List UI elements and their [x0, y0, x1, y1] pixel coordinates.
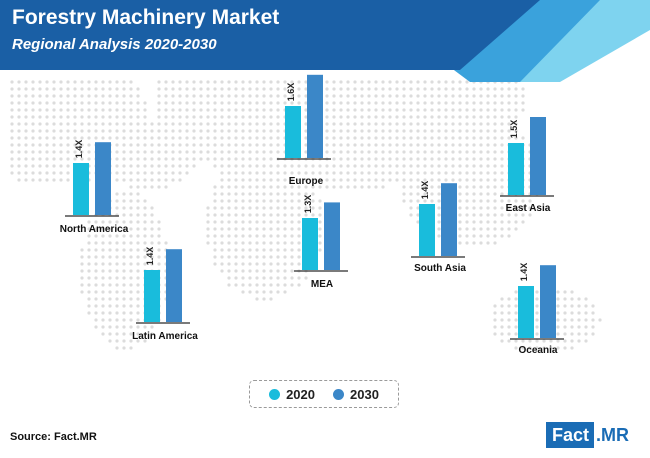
region-label-latin-america: Latin America: [132, 331, 198, 342]
bar-2030-mea: [324, 202, 340, 270]
growth-label-oceania: 1.4X: [519, 263, 529, 282]
brand-logo: Fact .MR: [546, 422, 629, 448]
bar-2030-oceania: [540, 265, 556, 338]
region-label-oceania: Oceania: [519, 345, 558, 356]
legend-item-2030: 2030: [333, 387, 379, 402]
chart-title: Forestry Machinery Market: [12, 6, 280, 29]
region-label-europe: Europe: [289, 176, 324, 187]
legend-item-2020: 2020: [269, 387, 315, 402]
growth-label-north-america: 1.4X: [74, 140, 84, 159]
bar-2020-europe: [285, 106, 301, 158]
bar-2020-north-america: [73, 163, 89, 215]
bar-2020-mea: [302, 218, 318, 270]
legend-swatch-2030: [333, 388, 344, 400]
bar-2030-south-asia: [441, 183, 457, 256]
header-banner: [0, 0, 540, 70]
region-chart-latin-america: 1.4X Latin America: [132, 247, 198, 342]
legend: 2020 2030: [249, 380, 399, 408]
bar-2020-south-asia: [419, 204, 435, 256]
region-chart-mea: 1.3X MEA: [294, 195, 348, 290]
growth-label-europe: 1.6X: [286, 83, 296, 102]
bar-2030-europe: [307, 74, 323, 158]
region-chart-south-asia: 1.4X South Asia: [411, 181, 466, 274]
region-chart-north-america: 1.4X North America: [60, 140, 129, 235]
growth-label-mea: 1.3X: [303, 195, 313, 214]
logo-fact: Fact: [546, 422, 595, 448]
region-label-east-asia: East Asia: [506, 203, 551, 214]
region-label-mea: MEA: [311, 279, 333, 290]
region-label-north-america: North America: [60, 224, 129, 235]
bar-2020-oceania: [518, 286, 534, 338]
legend-label-2020: 2020: [286, 386, 315, 402]
logo-mr: .MR: [596, 425, 630, 445]
world-map-dots: [10, 80, 602, 350]
region-chart-oceania: 1.4X Oceania: [510, 263, 564, 356]
regional-bar-charts: 1.4X North America 1.6X Europe 1.4X Latin Ame…: [60, 74, 564, 356]
region-label-south-asia: South Asia: [414, 263, 466, 274]
region-chart-europe: 1.6X Europe: [277, 74, 331, 187]
legend-swatch-2020: [269, 388, 281, 400]
bar-2020-east-asia: [508, 143, 524, 195]
growth-label-south-asia: 1.4X: [420, 181, 430, 200]
bar-2030-north-america: [95, 142, 111, 215]
region-chart-east-asia: 1.5X East Asia: [500, 117, 554, 214]
growth-label-east-asia: 1.5X: [509, 120, 519, 139]
bar-2030-latin-america: [166, 249, 182, 322]
chart-subtitle: Regional Analysis 2020-2030: [12, 36, 217, 53]
growth-label-latin-america: 1.4X: [145, 247, 155, 266]
legend-label-2030: 2030: [350, 386, 379, 402]
source-note: Source: Fact.MR: [10, 431, 97, 443]
bar-2030-east-asia: [530, 117, 546, 195]
bar-2020-latin-america: [144, 270, 160, 322]
